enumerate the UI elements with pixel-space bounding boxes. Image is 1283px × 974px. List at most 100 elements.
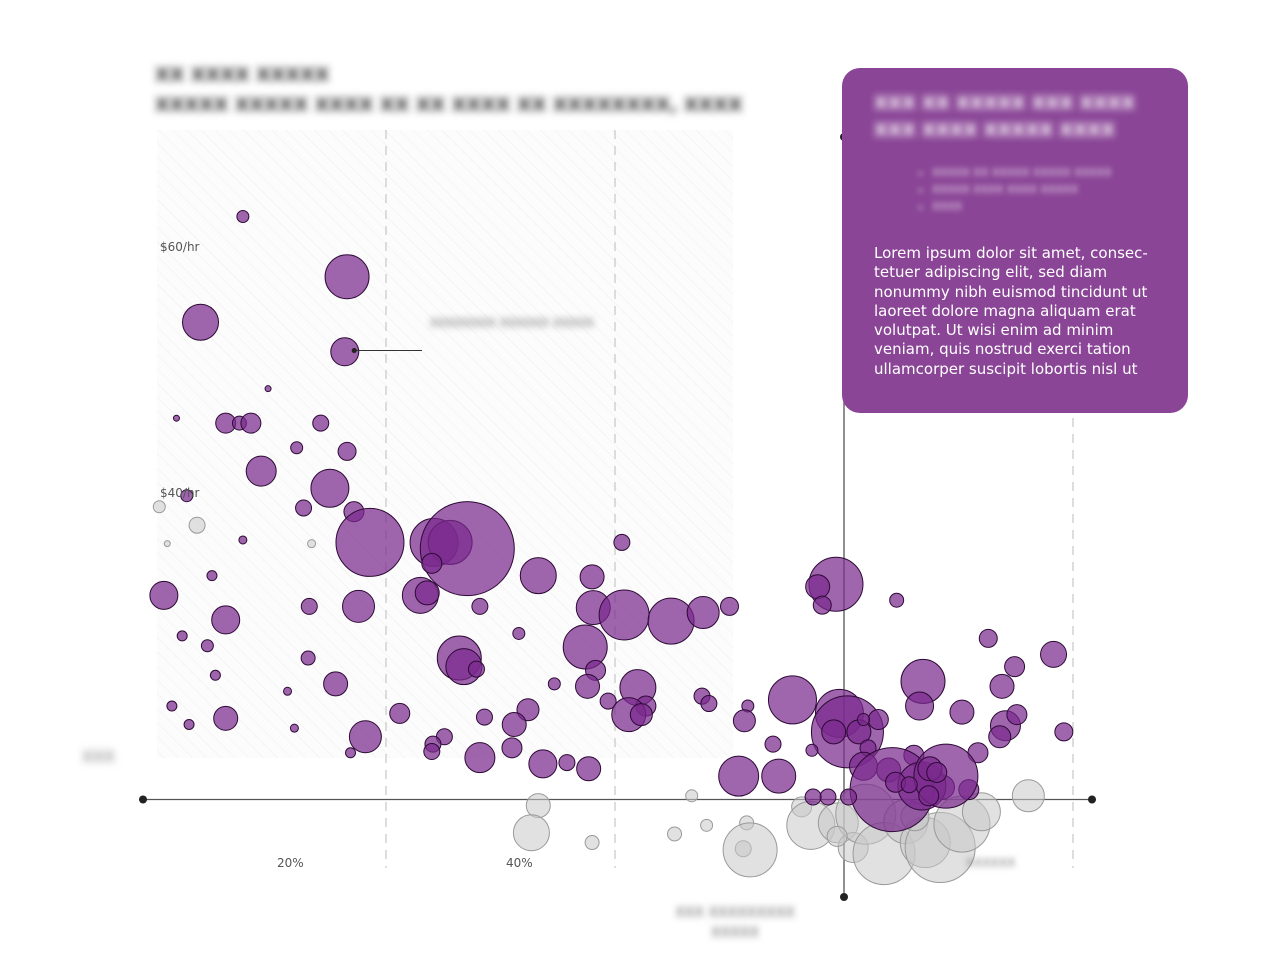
data-bubble	[471, 597, 489, 615]
chart-subtitle: XXXXX XXXXX XXXX XX XX XXXX XX XXXXXXXX,…	[155, 94, 743, 116]
reference-line-endpoint	[840, 893, 848, 901]
data-bubble	[245, 455, 277, 487]
data-bubble	[180, 489, 194, 503]
data-bubble	[804, 788, 822, 806]
data-bubble	[512, 626, 526, 640]
info-box-heading: XXX XX XXXXX XXX XXXX XXX XXXX XXXXX XXX…	[874, 93, 1135, 141]
data-bubble	[206, 570, 218, 582]
data-bubble	[584, 835, 600, 851]
data-bubble	[700, 695, 718, 713]
data-bubble	[1006, 704, 1028, 726]
data-bubble	[295, 499, 313, 517]
data-bubble	[978, 628, 998, 648]
data-bubble	[718, 755, 760, 797]
data-bubble	[599, 692, 617, 710]
data-bubble	[613, 533, 631, 551]
data-bubble	[310, 468, 350, 508]
data-bubble	[152, 500, 166, 514]
data-bubble	[209, 669, 221, 681]
data-bubble	[240, 412, 262, 434]
data-bubble	[732, 709, 756, 733]
data-bubble	[264, 385, 272, 393]
data-bubble	[805, 743, 819, 757]
reference-line-endpoint	[1088, 795, 1096, 804]
data-bubble	[307, 539, 317, 549]
data-bubble	[1011, 779, 1045, 813]
data-bubble	[213, 705, 239, 731]
data-bubble	[722, 822, 778, 878]
data-bubble	[720, 596, 739, 616]
data-bubble	[467, 660, 485, 678]
data-bubble	[629, 703, 653, 727]
data-bubble	[819, 788, 837, 806]
data-bubble	[238, 535, 248, 545]
data-bubble	[423, 743, 441, 761]
data-bubble	[324, 254, 370, 300]
data-bubble	[345, 747, 357, 759]
data-bubble	[172, 414, 180, 422]
x-tick-label: 40%	[506, 856, 533, 870]
data-bubble	[867, 709, 889, 731]
data-bubble	[598, 589, 650, 641]
data-bubble	[576, 756, 602, 782]
data-bubble	[528, 749, 558, 779]
data-bubble	[579, 564, 605, 590]
data-bubble	[330, 337, 360, 367]
data-bubble	[949, 699, 975, 725]
data-bubble	[905, 691, 935, 721]
baseline-label: XXX	[82, 747, 115, 766]
data-bubble	[414, 580, 440, 606]
reference-line-endpoint	[139, 795, 147, 804]
data-bubble	[200, 639, 214, 653]
data-bubble	[176, 630, 188, 642]
data-bubble	[312, 414, 330, 432]
data-bubble	[188, 516, 206, 534]
data-bubble	[182, 303, 220, 341]
data-bubble	[647, 597, 695, 645]
data-bubble	[667, 826, 683, 842]
data-bubble	[764, 735, 782, 753]
data-bubble	[558, 754, 576, 772]
data-bubble	[183, 718, 195, 730]
data-bubble	[501, 711, 527, 737]
data-bubble	[163, 540, 171, 548]
data-bubble	[821, 719, 847, 745]
data-bubble	[1054, 722, 1074, 742]
data-bubble	[419, 501, 515, 597]
data-bubble	[575, 673, 601, 699]
info-box-body: Lorem ipsum dolor sit amet, consec-tetue…	[874, 244, 1148, 378]
annotation-dot	[351, 348, 357, 354]
data-bubble	[236, 209, 250, 223]
data-bubble	[889, 592, 905, 608]
data-bubble	[805, 574, 831, 600]
data-bubble	[812, 595, 832, 615]
data-bubble	[1004, 656, 1026, 678]
data-bubble	[840, 788, 858, 806]
data-bubble	[686, 596, 720, 630]
info-box: XXX XX XXXXX XXX XXXX XXX XXXX XXXXX XXX…	[842, 68, 1188, 413]
data-bubble	[348, 720, 382, 754]
y-tick-label: $40/hr	[160, 486, 200, 500]
data-bubble	[149, 580, 179, 610]
data-bubble	[926, 761, 948, 783]
data-bubble	[685, 789, 699, 803]
data-bubble	[166, 700, 178, 712]
data-bubble	[290, 441, 304, 455]
data-bubble	[335, 507, 405, 577]
y-tick-label: $60/hr	[160, 240, 200, 254]
data-bubble	[700, 818, 714, 832]
x-tick-label: XXXXXX	[966, 856, 1016, 870]
data-bubble	[767, 675, 817, 725]
data-bubble	[389, 702, 411, 724]
data-bubble	[323, 671, 349, 697]
chart-title: XX XXXX XXXXX	[155, 64, 330, 86]
data-bubble	[547, 677, 561, 691]
annotation-text: XXXXXXXX XXXXXX XXXXX	[430, 316, 594, 330]
data-bubble	[961, 792, 1001, 832]
data-bubble	[211, 605, 241, 635]
data-bubble	[342, 589, 376, 623]
data-bubble	[464, 742, 496, 774]
info-box-list-item: XXXXX XXXX XXXX XXXXX	[932, 181, 1156, 198]
data-bubble	[512, 814, 550, 852]
